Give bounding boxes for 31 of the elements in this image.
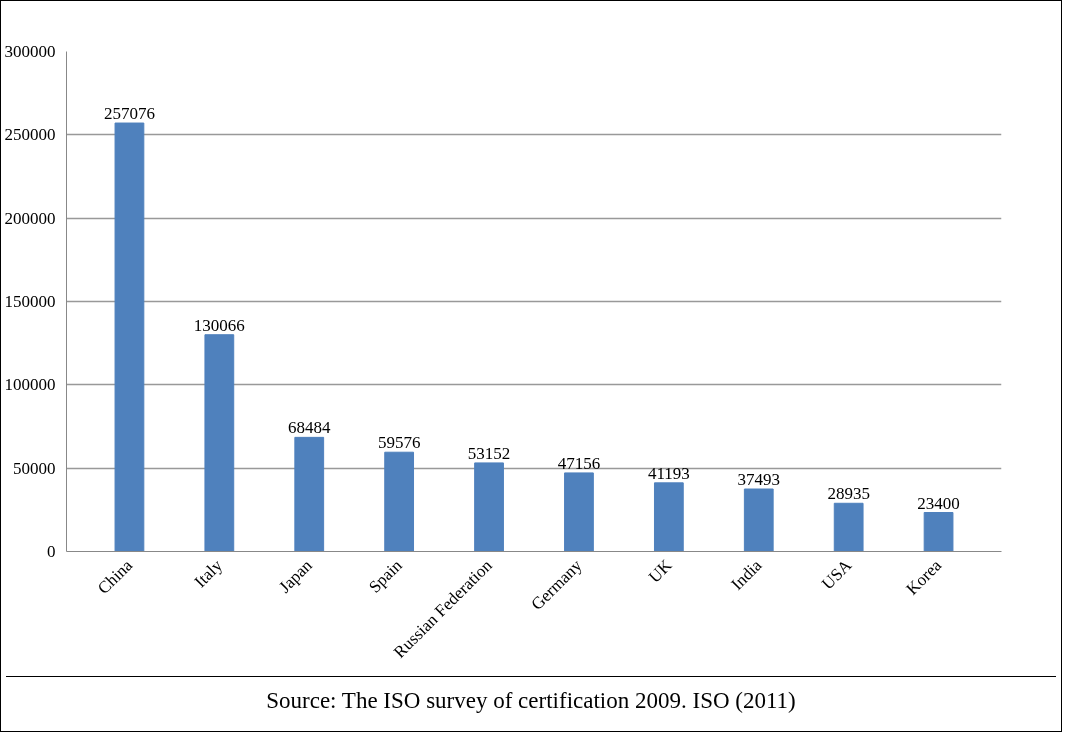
data-label: 23400 <box>917 493 960 513</box>
y-tick-label: 0 <box>47 542 56 561</box>
y-tick-label: 150000 <box>4 292 56 311</box>
data-label: 68484 <box>287 418 331 438</box>
data-label: 130066 <box>193 315 245 335</box>
data-label: 28935 <box>827 484 870 504</box>
source-note: Source: The ISO survey of certification 2009. ISO (2011) <box>266 687 796 715</box>
bar <box>204 334 235 552</box>
bar <box>564 472 594 552</box>
bar <box>833 502 864 552</box>
bar <box>923 512 954 552</box>
bar <box>294 436 325 552</box>
x-tick-label: UK <box>644 555 677 587</box>
bar <box>384 451 415 552</box>
y-tick-label: 50000 <box>13 458 56 478</box>
data-label: 41193 <box>647 463 690 483</box>
data-label: 53152 <box>467 443 511 463</box>
y-tick-label: 300000 <box>4 42 56 61</box>
y-tick-label: 200000 <box>4 208 56 228</box>
x-tick-label: USA <box>817 555 856 594</box>
data-label: 59576 <box>377 433 421 453</box>
bar <box>474 462 504 552</box>
bar <box>743 488 774 552</box>
data-label: 47156 <box>557 453 601 473</box>
y-tick-label: 250000 <box>4 125 56 145</box>
data-label: 257076 <box>103 104 155 124</box>
bar <box>114 122 145 552</box>
bar <box>653 482 684 552</box>
data-label: 37493 <box>737 470 781 490</box>
y-tick-label: 100000 <box>4 375 56 395</box>
x-tick-label: Italy <box>190 555 227 592</box>
